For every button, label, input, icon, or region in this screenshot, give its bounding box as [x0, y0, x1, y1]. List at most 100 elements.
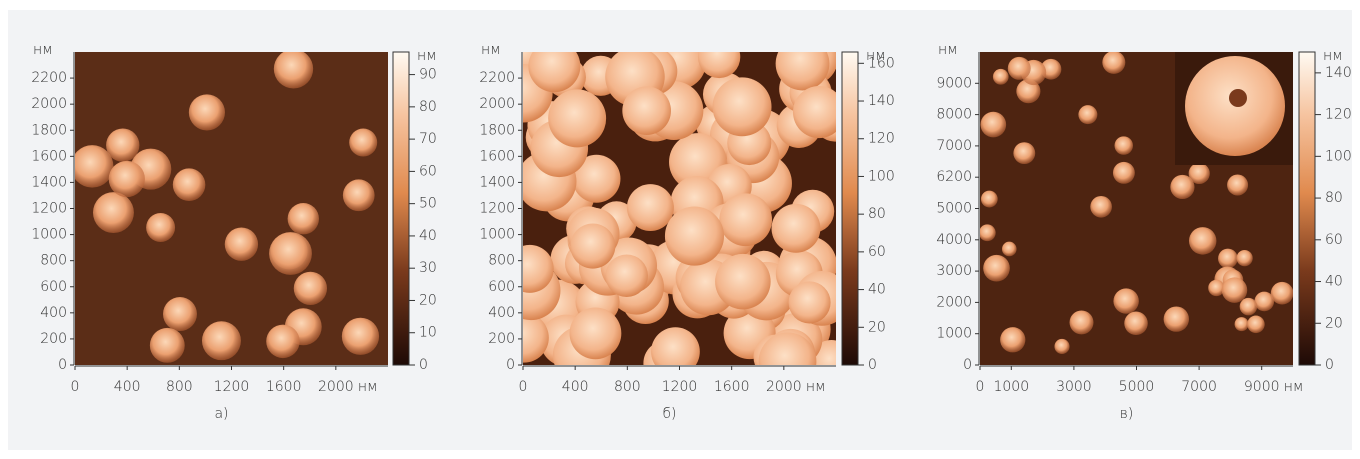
y-tick-label: 5000 [936, 201, 972, 217]
x-tick-label: 1600 [266, 379, 302, 395]
y-tick-label: 2000 [936, 294, 972, 310]
colorbar-tick-label: 60 [419, 163, 437, 179]
x-tick-label: 0 [519, 379, 528, 395]
particle [1227, 174, 1249, 196]
particle [1170, 174, 1195, 200]
particle [1208, 279, 1225, 297]
y-tick-label: 0 [58, 357, 67, 373]
y-tick-label: 4000 [936, 232, 972, 248]
particle [1054, 338, 1070, 354]
particle [572, 154, 621, 203]
y-tick-label: 400 [488, 305, 515, 321]
x-tick-label: 400 [562, 379, 589, 395]
particle [1102, 52, 1126, 74]
particle [1188, 227, 1217, 255]
particle [622, 86, 672, 136]
y-tick-label: 200 [488, 331, 515, 347]
particle [75, 145, 114, 188]
particle [92, 192, 134, 234]
particle [523, 244, 554, 293]
particle [106, 128, 140, 162]
colorbar-tick-label: 0 [419, 357, 428, 373]
particle [715, 253, 771, 310]
particle [1007, 56, 1031, 80]
colorbar-tick-label: 40 [1325, 274, 1343, 290]
y-tick-label: 1200 [31, 201, 67, 217]
afm-image [523, 52, 836, 365]
particle [980, 111, 1007, 138]
colorbar-unit-label: нм [417, 48, 437, 64]
particle [651, 327, 700, 365]
x-unit-label: нм [1284, 379, 1304, 395]
caption: а) [214, 406, 228, 422]
particle [224, 227, 259, 261]
colorbar-tick-label: 60 [868, 244, 886, 260]
particle [1188, 162, 1210, 185]
particle [201, 321, 241, 361]
colorbar-unit-label: нм [1323, 48, 1343, 64]
particle [266, 324, 300, 359]
colorbar-tick-label: 10 [419, 325, 437, 341]
particle [1001, 241, 1017, 257]
colorbar-tick-label: 80 [1325, 190, 1343, 206]
y-tick-label: 2200 [31, 70, 67, 86]
particle [775, 52, 830, 91]
colorbar-tick-label: 140 [868, 93, 895, 109]
y-tick-label: 1800 [479, 122, 515, 138]
particle [1247, 315, 1265, 334]
particle [1016, 79, 1041, 104]
y-tick-label: 1000 [479, 227, 515, 243]
particle [1013, 142, 1036, 165]
colorbar-tick-label: 20 [1325, 315, 1343, 331]
x-tick-label: 1600 [714, 379, 750, 395]
particle [992, 68, 1009, 85]
particle [1069, 310, 1094, 335]
colorbar-tick-label: 20 [419, 292, 437, 308]
particle [172, 168, 206, 201]
x-tick-label: 1200 [662, 379, 698, 395]
y-tick-label: 600 [488, 279, 515, 295]
colorbar-tick-label: 70 [419, 131, 437, 147]
particle [792, 86, 836, 139]
particle [269, 232, 312, 275]
colorbar-tick-label: 90 [419, 67, 437, 83]
colorbar-tick-label: 20 [868, 319, 886, 335]
y-tick-label: 1200 [479, 201, 515, 217]
particle [605, 254, 648, 298]
particle [697, 52, 741, 79]
particle [523, 312, 549, 363]
colorbar-tick-label: 80 [419, 99, 437, 115]
particle [528, 52, 581, 93]
colorbar-tick-label: 120 [1325, 107, 1352, 123]
x-tick-label: 3000 [1056, 379, 1092, 395]
y-tick-label: 0 [506, 357, 515, 373]
y-tick-label: 600 [40, 279, 67, 295]
y-tick-label: 7000 [936, 138, 972, 154]
particle [719, 193, 773, 247]
particle [162, 297, 197, 332]
particle [146, 213, 176, 242]
x-tick-label: 7000 [1181, 379, 1217, 395]
colorbar-tick-label: 30 [419, 260, 437, 276]
y-tick-label: 1600 [31, 148, 67, 164]
x-tick-label: 400 [114, 379, 141, 395]
particle [758, 332, 817, 365]
inset-pit [1229, 89, 1247, 107]
particle [548, 89, 607, 148]
colorbar-tick-label: 40 [419, 228, 437, 244]
particle [570, 223, 616, 269]
x-tick-label: 800 [166, 379, 193, 395]
colorbar-tick-label: 80 [868, 206, 886, 222]
y-tick-label: 8000 [936, 107, 972, 123]
y-tick-label: 9000 [936, 75, 972, 91]
colorbar-tick-label: 160 [868, 55, 895, 71]
particle [1221, 277, 1248, 303]
particle [1124, 311, 1148, 336]
particle [1218, 248, 1238, 269]
particle [273, 52, 314, 89]
colorbar-tick-label: 100 [868, 168, 895, 184]
x-tick-label: 2000 [318, 379, 354, 395]
particle [1113, 288, 1139, 314]
